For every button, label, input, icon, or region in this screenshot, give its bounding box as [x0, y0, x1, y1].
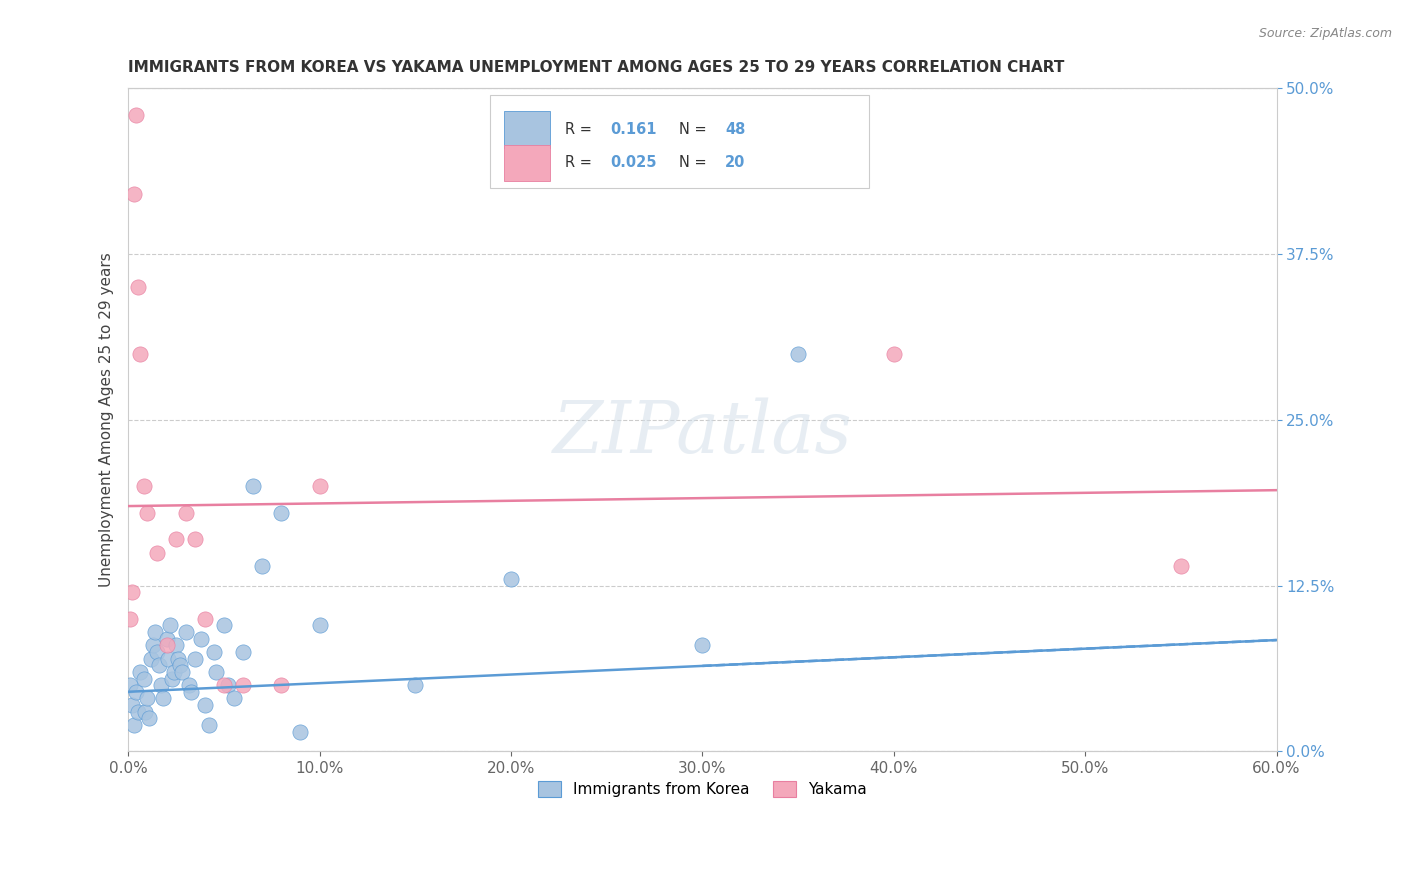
- Point: [1170, 558, 1192, 573]
- Point: [127, 280, 149, 294]
- Point: [250, 558, 273, 573]
- Point: [120, 612, 142, 626]
- Point: [692, 638, 714, 652]
- Point: [159, 618, 181, 632]
- Point: [120, 678, 142, 692]
- Point: [184, 533, 207, 547]
- Y-axis label: Unemployment Among Ages 25 to 29 years: Unemployment Among Ages 25 to 29 years: [100, 252, 114, 587]
- Point: [217, 678, 239, 692]
- Point: [125, 108, 148, 122]
- Point: [270, 506, 292, 520]
- Point: [122, 187, 145, 202]
- Text: R =: R =: [565, 122, 592, 136]
- Point: [127, 705, 149, 719]
- Text: 20: 20: [725, 155, 745, 170]
- Text: R =: R =: [565, 155, 592, 170]
- Point: [170, 665, 193, 679]
- Point: [157, 651, 180, 665]
- Point: [121, 698, 143, 712]
- Point: [499, 572, 522, 586]
- Point: [167, 651, 190, 665]
- Point: [128, 665, 150, 679]
- Text: ZIPatlas: ZIPatlas: [553, 398, 852, 468]
- Point: [232, 645, 254, 659]
- Point: [134, 705, 156, 719]
- FancyBboxPatch shape: [489, 95, 869, 187]
- FancyBboxPatch shape: [503, 145, 550, 181]
- Point: [132, 479, 155, 493]
- Point: [883, 346, 905, 360]
- Point: [205, 665, 228, 679]
- Point: [165, 638, 187, 652]
- Point: [146, 545, 169, 559]
- Point: [143, 625, 166, 640]
- Point: [169, 658, 191, 673]
- Point: [162, 672, 184, 686]
- Text: 0.161: 0.161: [610, 122, 657, 136]
- Point: [180, 685, 202, 699]
- Point: [128, 346, 150, 360]
- Point: [194, 612, 217, 626]
- Legend: Immigrants from Korea, Yakama: Immigrants from Korea, Yakama: [531, 775, 873, 804]
- Point: [174, 506, 197, 520]
- Text: N =: N =: [679, 122, 707, 136]
- FancyBboxPatch shape: [503, 112, 550, 148]
- Point: [141, 651, 163, 665]
- Point: [212, 678, 235, 692]
- Point: [179, 678, 201, 692]
- Point: [132, 672, 155, 686]
- Point: [290, 724, 312, 739]
- Point: [165, 533, 187, 547]
- Point: [138, 711, 160, 725]
- Point: [212, 618, 235, 632]
- Point: [155, 638, 177, 652]
- Point: [242, 479, 264, 493]
- Text: 48: 48: [725, 122, 745, 136]
- Point: [194, 698, 217, 712]
- Point: [202, 645, 225, 659]
- Point: [136, 506, 159, 520]
- Point: [146, 645, 169, 659]
- Point: [121, 585, 143, 599]
- Text: Source: ZipAtlas.com: Source: ZipAtlas.com: [1258, 27, 1392, 40]
- Point: [125, 685, 148, 699]
- Point: [152, 691, 174, 706]
- Point: [163, 665, 186, 679]
- Point: [308, 618, 330, 632]
- Point: [232, 678, 254, 692]
- Point: [308, 479, 330, 493]
- Point: [148, 658, 170, 673]
- Point: [190, 632, 212, 646]
- Point: [174, 625, 197, 640]
- Point: [222, 691, 245, 706]
- Point: [122, 718, 145, 732]
- Point: [787, 346, 810, 360]
- Point: [142, 638, 165, 652]
- Text: N =: N =: [679, 155, 707, 170]
- Text: IMMIGRANTS FROM KOREA VS YAKAMA UNEMPLOYMENT AMONG AGES 25 TO 29 YEARS CORRELATI: IMMIGRANTS FROM KOREA VS YAKAMA UNEMPLOY…: [128, 60, 1064, 75]
- Point: [404, 678, 426, 692]
- Point: [270, 678, 292, 692]
- Point: [136, 691, 159, 706]
- Point: [155, 632, 177, 646]
- Point: [197, 718, 219, 732]
- Point: [184, 651, 207, 665]
- Text: 0.025: 0.025: [610, 155, 657, 170]
- Point: [149, 678, 172, 692]
